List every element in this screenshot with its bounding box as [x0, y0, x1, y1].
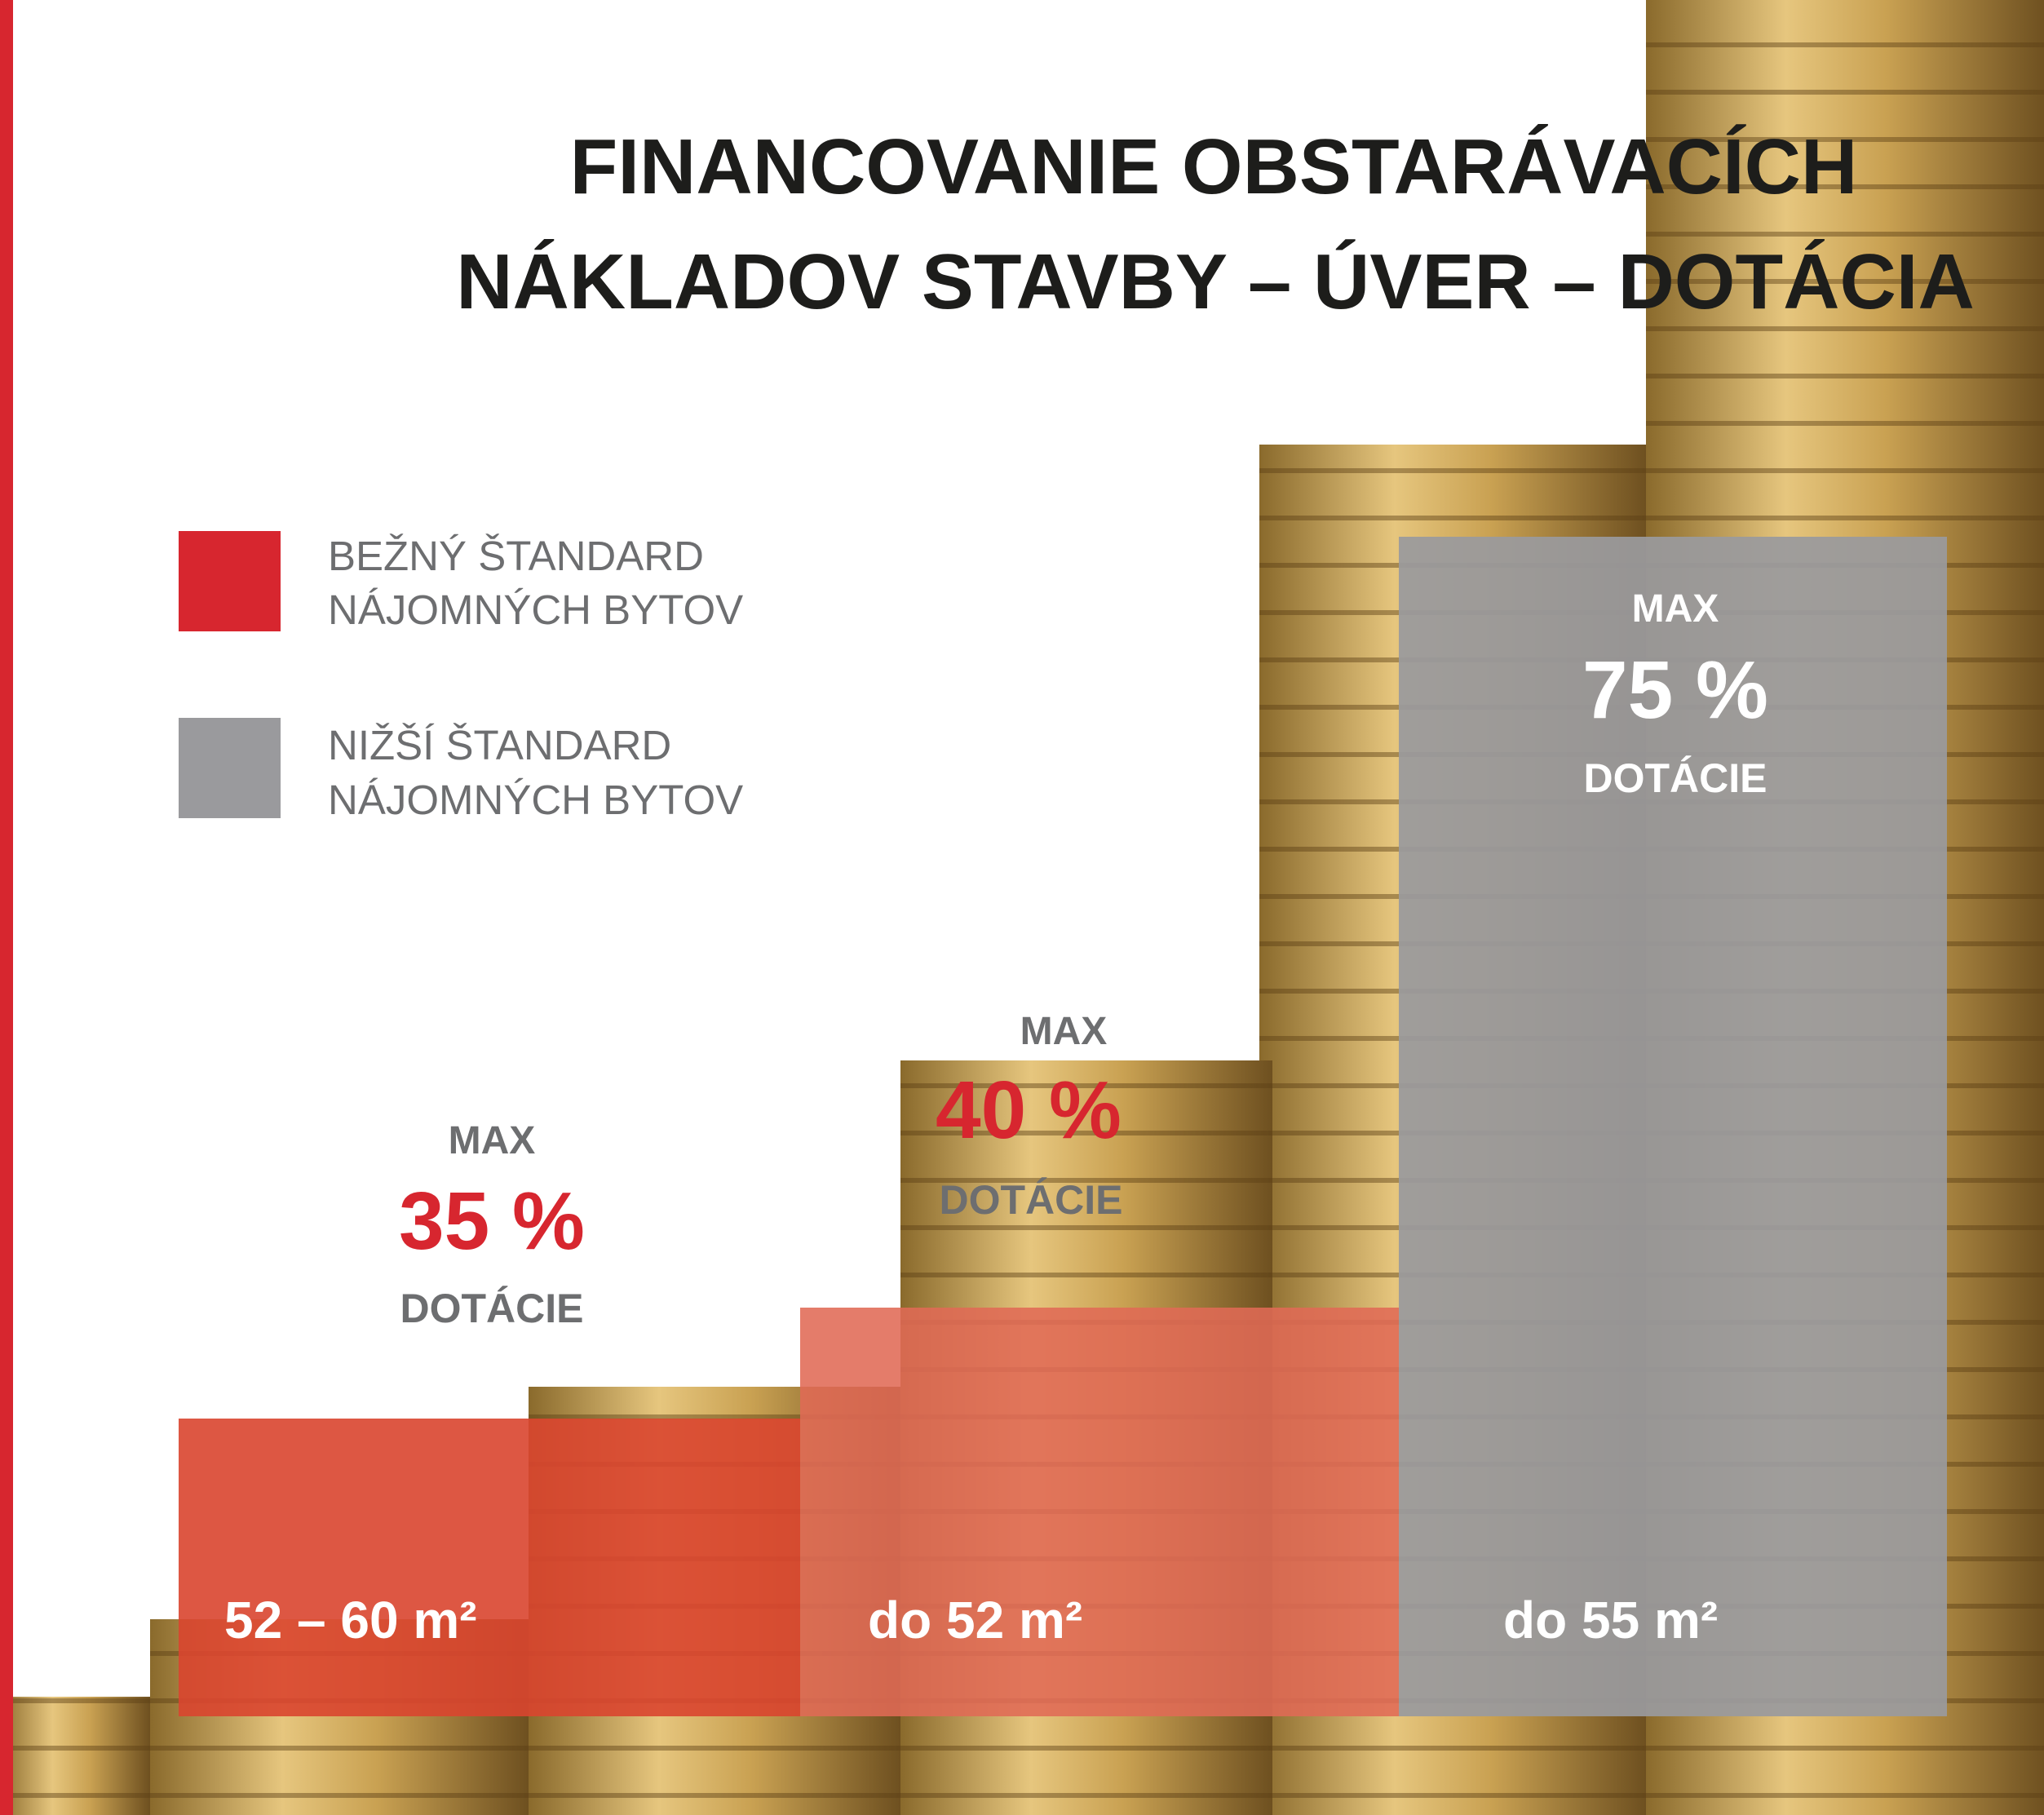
block — [800, 1308, 1399, 1716]
legend-text: BEŽNÝ ŠTANDARD — [328, 533, 704, 579]
block-prefix: MAX — [1632, 587, 1719, 631]
side-stripe — [0, 0, 13, 1815]
block-value: 35 % — [399, 1175, 585, 1267]
block — [179, 1419, 800, 1716]
block-label: do 55 m² — [1503, 1591, 1718, 1649]
block-prefix: MAX — [449, 1119, 536, 1162]
block-value: 75 % — [1582, 644, 1768, 736]
title-line: NÁKLADOV STAVBY – ÚVER – DOTÁCIA — [456, 238, 1975, 325]
block-suffix: DOTÁCIE — [940, 1177, 1123, 1223]
block — [1399, 537, 1947, 1716]
legend-swatch — [179, 531, 281, 631]
legend-text: NIŽŠÍ ŠTANDARD — [328, 722, 671, 768]
legend-swatch — [179, 718, 281, 818]
legend-text: NÁJOMNÝCH BYTOV — [328, 777, 743, 823]
block-value: 40 % — [936, 1065, 1122, 1156]
block-label: do 52 m² — [868, 1591, 1082, 1649]
block-suffix: DOTÁCIE — [1584, 755, 1767, 801]
block-label: 52 – 60 m² — [224, 1591, 477, 1649]
block-prefix: MAX — [1020, 1010, 1108, 1053]
block-suffix: DOTÁCIE — [400, 1286, 584, 1331]
legend-text: NÁJOMNÝCH BYTOV — [328, 587, 743, 633]
title-line: FINANCOVANIE OBSTARÁVACÍCH — [570, 123, 1858, 210]
